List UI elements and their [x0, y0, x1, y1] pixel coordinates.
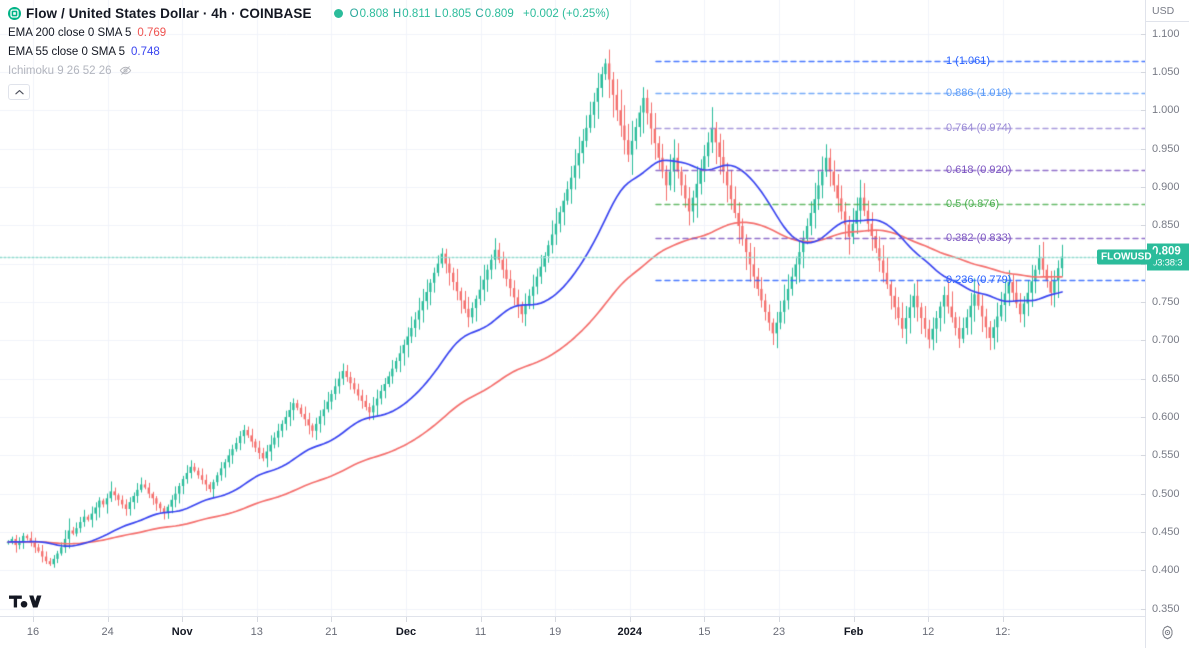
- price-tick-label: 0.950: [1152, 142, 1180, 155]
- price-tick-mark: [1141, 110, 1146, 112]
- price-tick-label: 0.650: [1152, 372, 1180, 385]
- time-tick-label: 13: [250, 626, 263, 638]
- time-tick-label: 24: [101, 626, 114, 638]
- collapse-legend-button[interactable]: [8, 84, 30, 100]
- price-tick-label: 0.400: [1152, 564, 1180, 577]
- candlestick-canvas[interactable]: [0, 0, 1145, 616]
- fib-level-label[interactable]: 0.618 (0.920): [946, 164, 1012, 176]
- price-tick-label: 0.900: [1152, 180, 1180, 193]
- fib-level-label[interactable]: 0.382 (0.833): [946, 232, 1012, 244]
- price-tick-label: 0.850: [1152, 219, 1180, 232]
- time-tick-label: 21: [325, 626, 338, 638]
- price-tick-mark: [1141, 186, 1146, 188]
- time-tick-label: 2024: [617, 626, 643, 638]
- low-key: L: [434, 7, 442, 20]
- tradingview-logo[interactable]: [9, 593, 42, 610]
- flow-coin-icon: [8, 7, 21, 20]
- bar-countdown: 03:38:3: [1152, 257, 1183, 269]
- change-value: +0.002 (+0.25%): [523, 7, 610, 20]
- price-tick-label: 0.700: [1152, 334, 1180, 347]
- price-tick-mark: [1141, 378, 1146, 380]
- price-tick-mark: [1141, 301, 1146, 303]
- price-tick-mark: [1141, 493, 1146, 495]
- high-value: 0.811: [402, 7, 431, 20]
- chevron-up-icon: [14, 89, 24, 95]
- current-price-tag: 0.809 03:38:3: [1147, 243, 1189, 271]
- symbol-price-label: FLOWUSD: [1097, 249, 1156, 265]
- price-tick-mark: [1141, 71, 1146, 73]
- fib-level-label[interactable]: 0.764 (0.974): [946, 122, 1012, 134]
- time-tick-mark: [928, 617, 930, 622]
- price-tick-label: 0.550: [1152, 449, 1180, 462]
- price-tick-label: 1.100: [1152, 27, 1180, 40]
- time-tick-label: Feb: [843, 626, 864, 638]
- time-tick-mark: [779, 617, 780, 622]
- time-tick-label: 23: [772, 626, 786, 638]
- price-tick-mark: [1141, 455, 1146, 457]
- price-tick-label: 0.600: [1152, 410, 1180, 423]
- market-open-dot-icon: [333, 9, 343, 18]
- current-price-value: 0.809: [1152, 245, 1181, 258]
- chart-plot-area[interactable]: [0, 0, 1145, 616]
- fib-level-label[interactable]: 0.5 (0.876): [946, 198, 1000, 210]
- price-tick-mark: [1141, 225, 1146, 227]
- price-axis-settings-button[interactable]: [1145, 616, 1189, 648]
- open-key: O: [349, 7, 359, 20]
- gear-icon: [1162, 625, 1173, 639]
- close-value: 0.809: [484, 7, 514, 20]
- price-tick-mark: [1141, 340, 1146, 342]
- time-tick-label: 16: [26, 626, 40, 638]
- time-tick-mark: [1002, 617, 1004, 622]
- time-tick-label: 12:: [995, 626, 1011, 638]
- time-tick-mark: [629, 617, 631, 622]
- price-tick-label: 0.450: [1152, 526, 1180, 539]
- price-tick-mark: [1141, 532, 1146, 534]
- time-tick-label: 19: [549, 626, 562, 638]
- fib-level-label[interactable]: 1 (1.061): [946, 55, 991, 67]
- fib-level-label[interactable]: 0.236 (0.779): [946, 274, 1012, 286]
- time-tick-mark: [704, 617, 706, 622]
- fib-level-label[interactable]: 0.886 (1.019): [946, 87, 1012, 99]
- price-tick-mark: [1141, 608, 1146, 610]
- open-value: 0.808: [359, 7, 389, 20]
- currency-label: USD: [1146, 0, 1189, 22]
- price-tick-label: 1.000: [1152, 104, 1180, 117]
- price-axis[interactable]: USD 1.1001.0501.0000.9500.9000.8500.8000…: [1141, 0, 1189, 616]
- time-tick-label: Dec: [395, 626, 417, 638]
- symbol-header-row[interactable]: Flow / United States Dollar · 4h · COINB…: [8, 4, 610, 23]
- price-tick-mark: [1141, 33, 1146, 35]
- price-tick-label: 0.500: [1152, 487, 1180, 500]
- time-axis[interactable]: 16 24 Nov 13 21 Dec 11 19 2024 15 23 Feb 12 12:: [0, 616, 1145, 648]
- time-tick-label: 11: [474, 626, 487, 638]
- time-tick-mark: [33, 617, 34, 622]
- time-tick-mark: [853, 617, 855, 622]
- time-tick-mark: [555, 617, 557, 622]
- price-tick-mark: [1141, 570, 1146, 572]
- close-key: C: [475, 7, 484, 20]
- ohlc-values: O0.808 H0.811 L0.805 C0.809 +0.002 (+0.2…: [350, 8, 611, 20]
- high-key: H: [392, 7, 402, 20]
- symbol-title[interactable]: Flow / United States Dollar · 4h · COINB…: [26, 6, 312, 21]
- low-value: 0.805: [442, 7, 472, 20]
- time-tick-label: 12: [922, 626, 935, 638]
- price-tick-label: 0.350: [1152, 602, 1180, 615]
- time-tick-mark: [480, 617, 482, 622]
- price-tick-label: 1.050: [1152, 65, 1180, 78]
- price-tick-mark: [1141, 148, 1146, 150]
- time-tick-label: 15: [698, 626, 711, 638]
- price-tick-label: 0.750: [1152, 295, 1180, 308]
- time-tick-mark: [107, 617, 109, 622]
- time-tick-mark: [256, 617, 258, 622]
- time-tick-mark: [182, 617, 184, 622]
- time-tick-mark: [331, 617, 333, 622]
- time-tick-label: Nov: [171, 626, 193, 638]
- time-tick-mark: [406, 617, 407, 622]
- price-tick-mark: [1141, 416, 1146, 418]
